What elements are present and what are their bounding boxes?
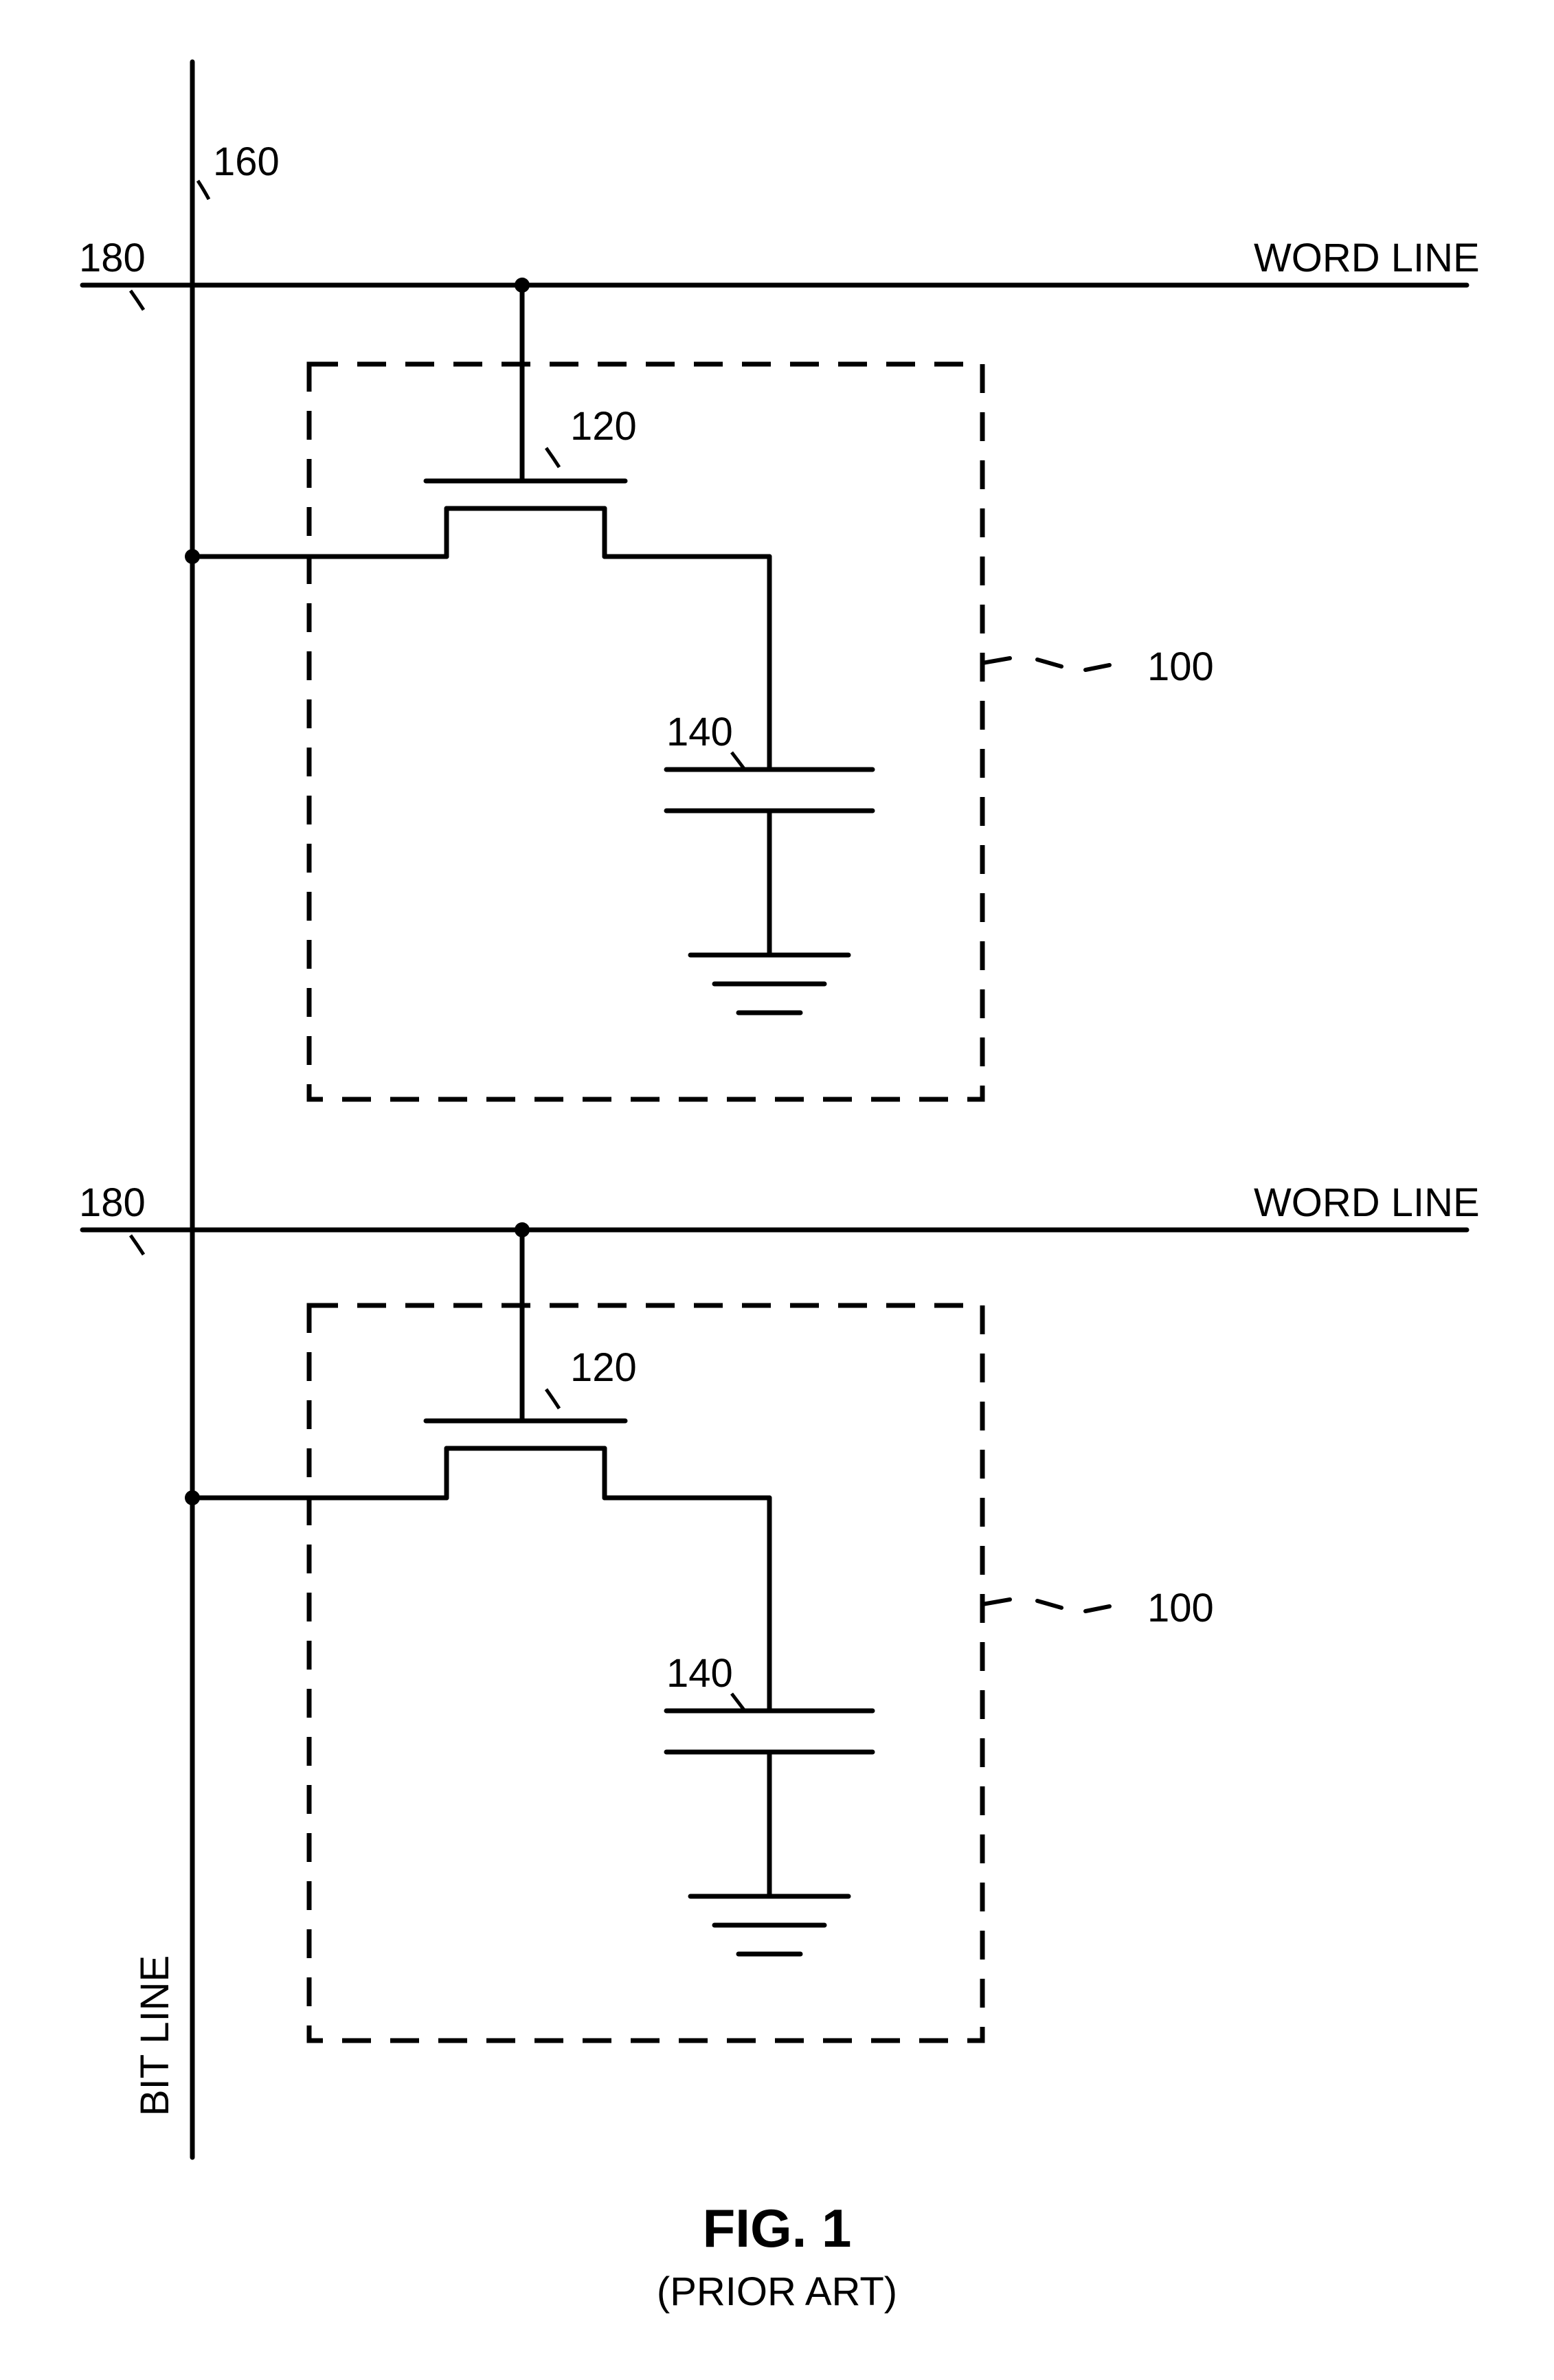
circuit-diagram: 160 BIT LINE WORD LINE 180 WORD LINE 180 100 12… xyxy=(0,0,1554,2380)
svg-text:(PRIOR ART): (PRIOR ART) xyxy=(657,2269,897,2314)
svg-text:120: 120 xyxy=(570,404,637,449)
svg-text:180: 180 xyxy=(79,1180,146,1225)
svg-text:WORD LINE: WORD LINE xyxy=(1254,1180,1480,1225)
svg-text:FIG. 1: FIG. 1 xyxy=(703,2198,852,2258)
svg-text:BIT LINE: BIT LINE xyxy=(133,1955,177,2116)
svg-text:100: 100 xyxy=(1147,1586,1214,1630)
svg-text:120: 120 xyxy=(570,1345,637,1390)
svg-text:100: 100 xyxy=(1147,644,1214,689)
memory-cell: 100 120 140 xyxy=(185,1222,1214,2041)
memory-cell: 100 120 140 xyxy=(185,278,1214,1099)
svg-text:140: 140 xyxy=(666,710,733,754)
svg-text:160: 160 xyxy=(213,139,280,184)
svg-text:140: 140 xyxy=(666,1651,733,1696)
svg-text:WORD LINE: WORD LINE xyxy=(1254,236,1480,280)
svg-text:180: 180 xyxy=(79,236,146,280)
